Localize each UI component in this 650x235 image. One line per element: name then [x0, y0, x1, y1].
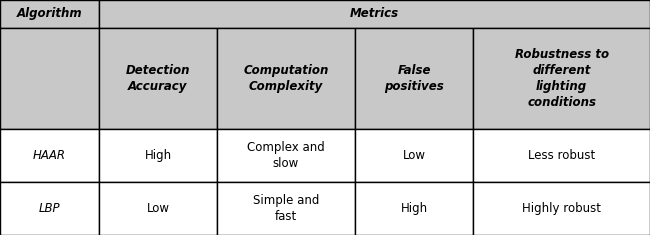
Bar — [99, 0, 650, 28]
Text: HAAR: HAAR — [33, 149, 66, 162]
Text: Highly robust: Highly robust — [522, 202, 601, 215]
Text: Low: Low — [146, 202, 170, 215]
Bar — [355, 182, 473, 235]
Bar — [355, 28, 473, 129]
Bar — [355, 129, 473, 182]
Bar — [217, 129, 355, 182]
Bar — [99, 129, 217, 182]
Bar — [473, 28, 650, 129]
Text: Algorithm: Algorithm — [17, 7, 82, 20]
Bar — [0, 129, 99, 182]
Bar — [473, 182, 650, 235]
Text: LBP: LBP — [38, 202, 60, 215]
Bar — [0, 0, 99, 28]
Bar — [217, 28, 355, 129]
Text: High: High — [400, 202, 428, 215]
Text: Low: Low — [402, 149, 426, 162]
Bar — [99, 28, 217, 129]
Text: High: High — [144, 149, 172, 162]
Bar — [99, 182, 217, 235]
Text: Simple and
fast: Simple and fast — [253, 194, 319, 223]
Text: Detection
Accuracy: Detection Accuracy — [125, 64, 190, 93]
Bar — [473, 129, 650, 182]
Text: Metrics: Metrics — [350, 7, 399, 20]
Text: Robustness to
different
lighting
conditions: Robustness to different lighting conditi… — [515, 48, 608, 109]
Bar — [0, 28, 99, 129]
Text: False
positives: False positives — [384, 64, 444, 93]
Text: Complex and
slow: Complex and slow — [247, 141, 325, 170]
Bar — [217, 182, 355, 235]
Bar — [0, 182, 99, 235]
Text: Computation
Complexity: Computation Complexity — [243, 64, 329, 93]
Text: Less robust: Less robust — [528, 149, 595, 162]
